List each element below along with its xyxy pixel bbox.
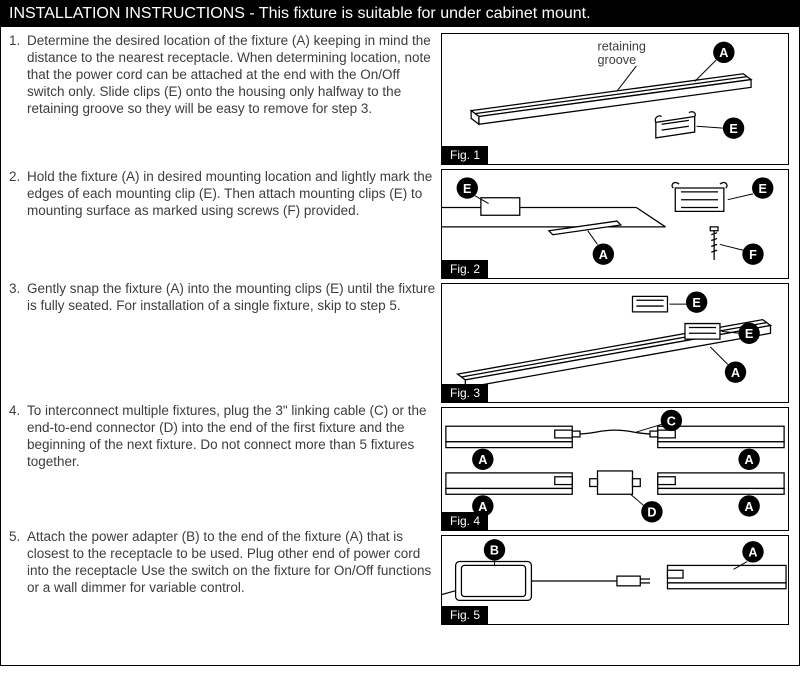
svg-text:F: F <box>749 248 757 262</box>
instruction-page: INSTALLATION INSTRUCTIONS - This fixture… <box>0 0 800 666</box>
step-2-text: Hold the fixture (A) in desired mounting… <box>27 169 437 281</box>
svg-text:A: A <box>748 546 757 560</box>
step-3-text: Gently snap the fixture (A) into the mou… <box>27 281 437 403</box>
step-1-number: 1. <box>9 33 27 169</box>
step-4: 4. To interconnect multiple fixtures, pl… <box>9 403 437 529</box>
svg-text:B: B <box>490 544 499 558</box>
bubble-E: E <box>729 122 737 136</box>
header-bar: INSTALLATION INSTRUCTIONS - This fixture… <box>1 1 799 27</box>
step-2-number: 2. <box>9 169 27 281</box>
svg-text:groove: groove <box>598 53 637 67</box>
figure-4: C A A A A D Fig. 4 <box>441 407 789 531</box>
svg-text:C: C <box>667 414 676 428</box>
figure-2-label: Fig. 2 <box>442 260 488 278</box>
figure-5: B A Fig. 5 <box>441 535 789 625</box>
step-3: 3. Gently snap the fixture (A) into the … <box>9 281 437 403</box>
step-1-text: Determine the desired location of the fi… <box>27 33 437 169</box>
figure-5-label: Fig. 5 <box>442 606 488 624</box>
svg-text:E: E <box>759 182 767 196</box>
svg-text:D: D <box>647 506 656 520</box>
bubble-A: A <box>719 46 728 60</box>
svg-text:A: A <box>745 453 754 467</box>
svg-text:A: A <box>745 500 754 514</box>
step-5-text: Attach the power adapter (B) to the end … <box>27 529 437 659</box>
step-2: 2. Hold the fixture (A) in desired mount… <box>9 169 437 281</box>
step-5-number: 5. <box>9 529 27 659</box>
figure-4-label: Fig. 4 <box>442 512 488 530</box>
svg-text:A: A <box>478 453 487 467</box>
label-retaining-groove: retaining <box>598 39 646 53</box>
svg-text:A: A <box>731 366 740 380</box>
step-1: 1. Determine the desired location of the… <box>9 33 437 169</box>
step-5: 5. Attach the power adapter (B) to the e… <box>9 529 437 659</box>
svg-text:E: E <box>692 296 700 310</box>
svg-text:E: E <box>745 327 753 341</box>
step-3-number: 3. <box>9 281 27 403</box>
step-4-number: 4. <box>9 403 27 529</box>
text-column: 1. Determine the desired location of the… <box>1 27 441 665</box>
step-4-text: To interconnect multiple fixtures, plug … <box>27 403 437 529</box>
figure-3-label: Fig. 3 <box>442 384 488 402</box>
figure-3: E E A Fig. 3 <box>441 283 789 403</box>
svg-text:E: E <box>463 182 471 196</box>
figure-1: retaining groove A E Fig. 1 <box>441 33 789 165</box>
svg-text:A: A <box>599 248 608 262</box>
figure-1-label: Fig. 1 <box>442 146 488 164</box>
header-text: INSTALLATION INSTRUCTIONS - This fixture… <box>9 5 591 22</box>
content-row: 1. Determine the desired location of the… <box>1 27 799 665</box>
figure-column: retaining groove A E Fig. 1 <box>441 27 797 665</box>
figure-2: E E A F Fig. 2 <box>441 169 789 279</box>
